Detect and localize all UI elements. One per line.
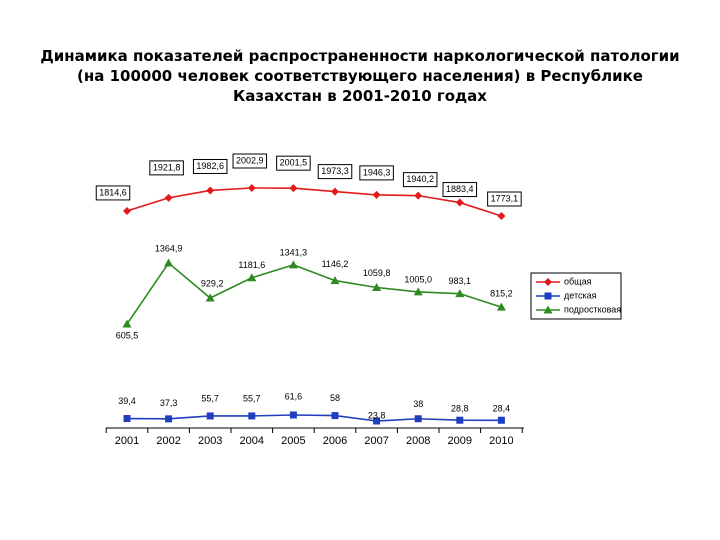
x-tick-label: 2004 bbox=[240, 435, 264, 447]
data-point-diamond bbox=[247, 184, 256, 192]
data-label-box bbox=[95, 185, 131, 201]
data-label: 39,4 bbox=[118, 396, 136, 406]
data-point-diamond bbox=[455, 198, 464, 207]
data-label-box bbox=[317, 164, 353, 180]
x-tick-label: 2005 bbox=[281, 435, 305, 447]
data-label: 1814,6 bbox=[99, 187, 127, 197]
data-point-square bbox=[206, 412, 214, 420]
legend-marker-triangle bbox=[543, 305, 553, 314]
data-label: 1940,2 bbox=[406, 174, 434, 184]
data-point-triangle bbox=[455, 289, 465, 298]
data-point-square bbox=[497, 416, 505, 424]
data-label: 1883,4 bbox=[446, 184, 474, 194]
legend-marker-square bbox=[544, 292, 552, 300]
data-label: 1973,3 bbox=[321, 166, 349, 176]
legend: общая детская подростковая bbox=[530, 272, 622, 320]
data-point-triangle bbox=[205, 293, 215, 302]
data-label-box bbox=[487, 191, 522, 207]
series-lines bbox=[126, 187, 502, 422]
data-label-box bbox=[192, 158, 228, 174]
data-label: 815,2 bbox=[490, 289, 513, 299]
data-label-box bbox=[232, 153, 268, 169]
data-label: 1946,3 bbox=[363, 167, 391, 177]
data-label: 1341,3 bbox=[280, 247, 308, 257]
data-label: 23,8 bbox=[368, 410, 386, 420]
data-label: 28,4 bbox=[493, 404, 511, 414]
data-labels: 1814,6 1921,8 1982,6 2002,9 2001,5 1973,3 1946… bbox=[95, 153, 522, 420]
series-line-triangle bbox=[126, 261, 502, 325]
data-point-square bbox=[414, 415, 422, 423]
x-tick-label: 2007 bbox=[364, 435, 388, 447]
data-point-square bbox=[165, 415, 173, 423]
data-point-diamond bbox=[206, 186, 215, 195]
data-label: 929,2 bbox=[201, 278, 224, 288]
data-label: 1364,9 bbox=[155, 243, 183, 253]
data-label-box bbox=[359, 165, 394, 181]
data-point-square bbox=[373, 417, 381, 425]
chart-title: Динамика показателей распространенности … bbox=[40, 47, 680, 105]
data-point-diamond bbox=[497, 212, 506, 220]
data-point-square bbox=[248, 412, 256, 420]
data-label: 28,8 bbox=[451, 404, 469, 414]
data-point-triangle bbox=[330, 276, 340, 285]
data-label: 38 bbox=[413, 399, 423, 409]
data-label: 37,3 bbox=[160, 398, 178, 408]
data-point-triangle bbox=[247, 273, 257, 282]
data-label: 1059,8 bbox=[363, 268, 391, 278]
data-point-diamond bbox=[289, 184, 298, 193]
legend-label: детская bbox=[564, 290, 597, 300]
data-label: 605,5 bbox=[116, 330, 139, 340]
legend-label: общая bbox=[564, 276, 592, 286]
data-point-diamond bbox=[331, 187, 339, 196]
data-point-triangle bbox=[496, 302, 506, 311]
x-tick-label: 2009 bbox=[448, 435, 472, 447]
data-point-triangle bbox=[288, 260, 298, 269]
data-point-triangle bbox=[413, 287, 423, 296]
legend-marker-diamond bbox=[544, 278, 552, 286]
x-tick-label: 2003 bbox=[198, 435, 222, 447]
x-tick-label: 2001 bbox=[115, 435, 139, 447]
data-label: 2002,9 bbox=[236, 155, 264, 165]
data-label: 55,7 bbox=[243, 393, 261, 403]
data-point-triangle bbox=[164, 258, 174, 267]
data-label: 61,6 bbox=[285, 391, 303, 401]
data-label: 58 bbox=[330, 393, 340, 403]
legend-label: подростковая bbox=[564, 304, 621, 314]
data-label: 1773,1 bbox=[491, 193, 519, 203]
data-label-box bbox=[402, 172, 438, 188]
data-point-square bbox=[289, 411, 297, 419]
series-line-diamond bbox=[126, 187, 502, 217]
series-markers bbox=[122, 184, 506, 425]
x-tick-label: 2002 bbox=[156, 435, 180, 447]
data-point-triangle bbox=[122, 319, 132, 328]
data-label: 1921,8 bbox=[153, 162, 181, 172]
data-label-box bbox=[149, 160, 184, 176]
x-tick-label: 2006 bbox=[323, 435, 347, 447]
x-axis: 2001 2002 2003 2004 2005 2006 2007 2008 2009 2010 bbox=[105, 427, 524, 447]
data-point-square bbox=[331, 412, 339, 420]
data-point-diamond bbox=[414, 191, 423, 200]
data-point-diamond bbox=[372, 190, 381, 199]
data-label: 983,1 bbox=[449, 276, 472, 286]
data-label: 1982,6 bbox=[196, 161, 224, 171]
data-label-box bbox=[276, 155, 311, 171]
data-label-box bbox=[442, 182, 478, 198]
x-tick-label: 2008 bbox=[406, 435, 430, 447]
x-tick-label: 2010 bbox=[489, 435, 513, 447]
data-label: 2001,5 bbox=[280, 158, 308, 168]
data-point-diamond bbox=[164, 193, 173, 202]
data-label: 55,7 bbox=[201, 393, 219, 403]
data-point-triangle bbox=[372, 283, 382, 292]
data-label: 1181,6 bbox=[238, 260, 265, 270]
series-line-square bbox=[126, 414, 502, 422]
data-point-square bbox=[456, 416, 464, 424]
data-label: 1005,0 bbox=[404, 274, 432, 284]
data-point-square bbox=[123, 415, 131, 423]
data-point-diamond bbox=[123, 206, 131, 215]
data-label: 1146,2 bbox=[322, 259, 349, 269]
